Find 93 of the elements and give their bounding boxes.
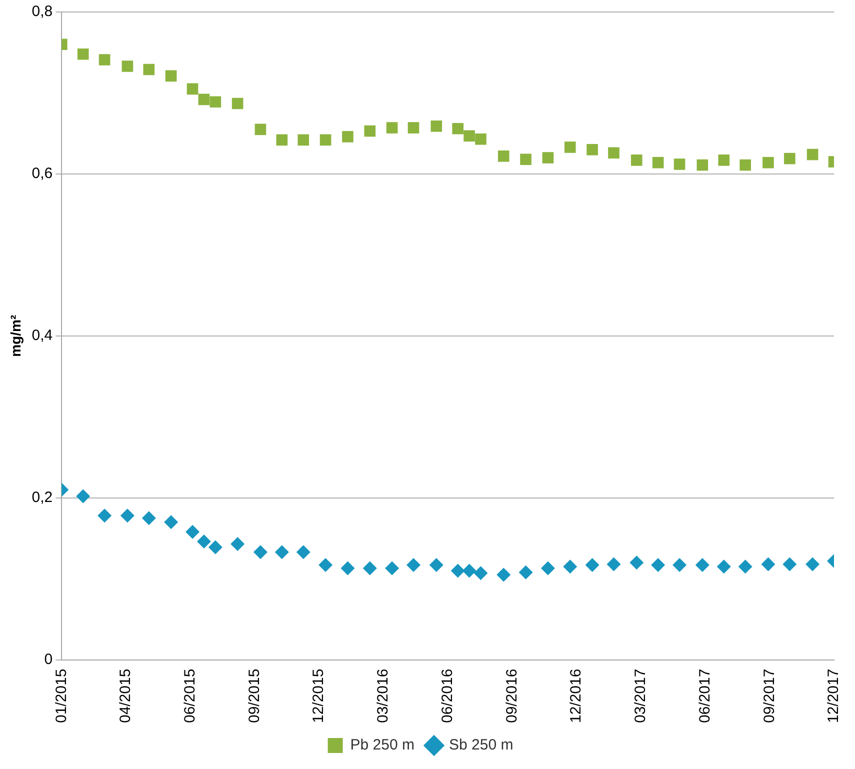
point — [142, 511, 156, 526]
point — [498, 150, 510, 162]
point — [364, 125, 376, 137]
legend-label: Pb 250 m — [350, 736, 415, 754]
point — [186, 83, 198, 95]
point — [585, 558, 600, 572]
y-axis-title: mg/m² — [7, 314, 24, 357]
point — [276, 134, 288, 146]
point — [452, 122, 464, 134]
point — [342, 131, 354, 142]
x-tick-label: 09/2017 — [760, 668, 778, 724]
y-tick-label: 0,8 — [32, 3, 53, 20]
point — [430, 120, 442, 132]
point — [718, 154, 730, 166]
x-tick-label: 06/2016 — [438, 668, 456, 724]
y-tick-label: 0,2 — [32, 488, 53, 506]
point — [76, 489, 90, 504]
point — [362, 561, 377, 576]
point — [586, 144, 598, 156]
point — [608, 147, 620, 159]
point — [120, 508, 134, 523]
point — [196, 534, 211, 549]
point — [542, 152, 554, 164]
y-tick-label: 0 — [44, 650, 53, 668]
point — [143, 64, 155, 76]
point — [540, 561, 555, 576]
point — [762, 156, 774, 168]
point — [386, 122, 398, 134]
point — [274, 545, 289, 560]
point — [254, 124, 266, 136]
x-tick-label: 09/2015 — [246, 668, 263, 724]
point — [740, 159, 751, 171]
point — [253, 545, 268, 560]
point — [232, 98, 244, 110]
point — [450, 564, 465, 578]
point — [230, 536, 245, 551]
x-tick-label: 01/2015 — [52, 668, 70, 724]
point — [320, 134, 332, 146]
point — [564, 142, 576, 153]
y-tick-label: 0,4 — [32, 327, 53, 344]
point — [695, 558, 710, 572]
point — [77, 48, 89, 60]
point — [806, 148, 818, 160]
point — [298, 134, 310, 146]
point — [716, 560, 731, 574]
point — [761, 557, 776, 572]
x-tick-label: 06/2017 — [696, 668, 714, 724]
point — [651, 558, 666, 572]
point — [385, 561, 400, 576]
point — [122, 60, 134, 72]
point — [464, 130, 475, 142]
point — [408, 122, 420, 134]
point — [98, 54, 110, 66]
point — [518, 565, 533, 580]
point — [186, 524, 200, 539]
x-tick-label: 12/2015 — [310, 668, 328, 724]
point — [208, 540, 222, 554]
point — [652, 156, 664, 168]
point — [429, 558, 444, 572]
x-tick-label: 03/2017 — [632, 668, 650, 724]
point — [406, 558, 420, 572]
point — [563, 560, 578, 574]
x-tick-label: 04/2015 — [117, 668, 134, 724]
point — [462, 564, 476, 578]
legend-label: Sb 250 m — [449, 736, 514, 754]
y-tick-label: 0,6 — [32, 165, 53, 182]
point — [475, 133, 486, 145]
x-tick-label: 06/2015 — [182, 668, 199, 724]
point — [474, 566, 488, 580]
point — [630, 556, 644, 570]
point — [165, 70, 177, 82]
point — [520, 154, 532, 166]
point — [318, 558, 333, 572]
point — [296, 545, 310, 560]
point — [784, 152, 796, 164]
point — [496, 568, 511, 582]
x-tick-label: 12/2016 — [568, 668, 585, 724]
point — [672, 558, 687, 572]
point — [210, 96, 222, 108]
point — [164, 515, 178, 530]
point — [630, 154, 642, 166]
point — [738, 560, 752, 574]
point — [340, 561, 355, 576]
point — [806, 557, 820, 572]
point — [606, 557, 621, 572]
x-tick-label: 12/2017 — [825, 668, 842, 724]
x-tick-label: 09/2016 — [503, 668, 520, 724]
x-tick-label: 03/2016 — [374, 668, 392, 724]
point — [98, 508, 112, 523]
point — [696, 159, 708, 171]
point — [674, 158, 686, 170]
point — [782, 557, 797, 572]
point — [198, 94, 210, 106]
